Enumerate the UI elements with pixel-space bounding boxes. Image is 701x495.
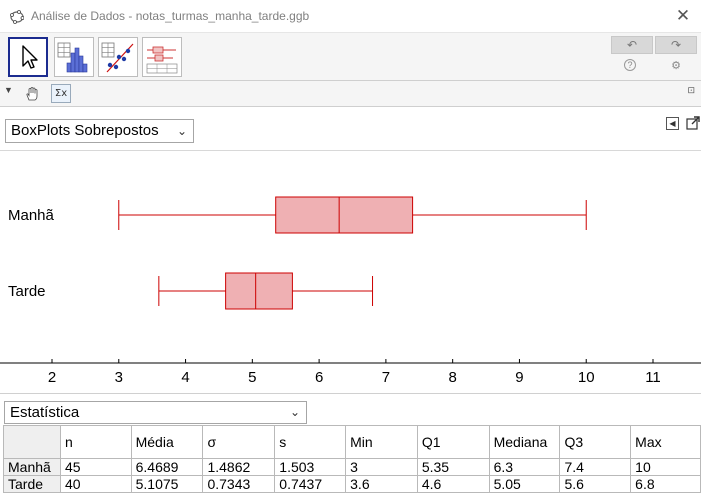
boxplot-chart: Manhã Tarde 2 3 4 5 6 7 8 9 10 11 bbox=[0, 196, 701, 386]
column-header: s bbox=[274, 425, 347, 459]
x-tick-label: 8 bbox=[448, 369, 456, 386]
table-corner bbox=[3, 425, 61, 459]
boxplot-tool-button[interactable] bbox=[142, 37, 182, 77]
scatter-plot-icon bbox=[101, 42, 134, 73]
collapse-panel-icon[interactable]: ◀ bbox=[666, 117, 679, 130]
series-label: Tarde bbox=[8, 283, 46, 300]
table-header-row: n Média σ s Min Q1 Mediana Q3 Max bbox=[3, 425, 701, 459]
title-bar: Análise de Dados - notas_turmas_manha_ta… bbox=[0, 0, 701, 33]
redo-button[interactable]: ↷ bbox=[655, 36, 697, 54]
x-tick-label: 9 bbox=[515, 369, 523, 386]
table-cell: 3 bbox=[345, 458, 418, 476]
x-tick-label: 11 bbox=[645, 369, 661, 386]
stats-header: Estatística ⌄ bbox=[0, 393, 701, 425]
table-cell: 10 bbox=[630, 458, 701, 476]
move-tool-button[interactable] bbox=[8, 37, 48, 77]
table-cell: 6.8 bbox=[630, 475, 701, 493]
help-icon[interactable]: ? bbox=[624, 59, 636, 71]
statistics-table: n Média σ s Min Q1 Mediana Q3 Max Manhã … bbox=[3, 425, 701, 493]
table-cell: 5.35 bbox=[416, 458, 490, 476]
table-cell: 7.4 bbox=[559, 458, 632, 476]
table-cell: 4.6 bbox=[416, 475, 490, 493]
x-tick-label: 6 bbox=[315, 369, 323, 386]
plot-header: BoxPlots Sobrepostos ⌄ ◀ bbox=[0, 107, 701, 151]
boxplot-icon bbox=[146, 46, 178, 74]
geogebra-icon bbox=[10, 10, 24, 24]
plot-type-select[interactable]: BoxPlots Sobrepostos ⌄ bbox=[5, 119, 194, 143]
table-row: Tarde 40 5.1075 0.7343 0.7437 3.6 4.6 5.… bbox=[3, 475, 701, 493]
chevron-down-icon: ⌄ bbox=[289, 405, 300, 419]
export-icon[interactable] bbox=[686, 116, 700, 130]
table-cell: 5.05 bbox=[488, 475, 561, 493]
stats-type-value: Estatística bbox=[10, 404, 80, 421]
table-cell: 0.7343 bbox=[202, 475, 276, 493]
series-label: Manhã bbox=[8, 207, 55, 224]
table-cell: 0.7437 bbox=[274, 475, 347, 493]
histogram-tool-button[interactable] bbox=[54, 37, 94, 77]
x-tick-label: 10 bbox=[578, 369, 595, 386]
row-header: Manhã bbox=[3, 458, 61, 476]
style-bar: ▼ Σx ⊡ bbox=[0, 81, 701, 107]
box bbox=[275, 196, 414, 234]
row-header: Tarde bbox=[3, 475, 61, 493]
table-cell: 3.6 bbox=[345, 475, 418, 493]
x-tick-label: 5 bbox=[248, 369, 256, 386]
column-header: Média bbox=[130, 425, 204, 459]
stats-type-select[interactable]: Estatística ⌄ bbox=[4, 401, 307, 424]
table-cell: 5.6 bbox=[559, 475, 632, 493]
plot-type-value: BoxPlots Sobrepostos bbox=[11, 122, 159, 139]
column-header: n bbox=[59, 425, 132, 459]
column-header: Q1 bbox=[416, 425, 490, 459]
window-title: Análise de Dados - notas_turmas_manha_ta… bbox=[31, 9, 310, 23]
column-header: Mediana bbox=[488, 425, 561, 459]
x-tick-label: 4 bbox=[181, 369, 189, 386]
x-tick-label: 3 bbox=[115, 369, 123, 386]
table-cell: 6.3 bbox=[488, 458, 561, 476]
panel-corner-icon[interactable]: ⊡ bbox=[687, 85, 695, 95]
column-header: Q3 bbox=[559, 425, 632, 459]
column-header: Max bbox=[630, 425, 701, 459]
toggle-stylebar-icon[interactable]: ▼ bbox=[4, 85, 13, 95]
toolbar: ↶ ↷ ? ⚙ bbox=[0, 33, 701, 81]
undo-button[interactable]: ↶ bbox=[611, 36, 653, 54]
table-cell: 45 bbox=[59, 458, 132, 476]
close-button[interactable]: ✕ bbox=[675, 6, 691, 25]
table-cell: 1.4862 bbox=[202, 458, 276, 476]
chevron-down-icon: ⌄ bbox=[176, 124, 187, 138]
box bbox=[225, 272, 293, 310]
table-cell: 5.1075 bbox=[130, 475, 204, 493]
scatter-tool-button[interactable] bbox=[98, 37, 138, 77]
arrow-cursor-icon bbox=[22, 45, 38, 69]
x-tick-label: 2 bbox=[48, 369, 56, 386]
hand-icon[interactable] bbox=[24, 86, 40, 102]
table-cell: 1.503 bbox=[274, 458, 347, 476]
boxplot-series[interactable]: Manhã bbox=[8, 196, 587, 234]
table-cell: 40 bbox=[59, 475, 132, 493]
statistics-toggle-button[interactable]: Σx bbox=[51, 84, 71, 103]
settings-icon[interactable]: ⚙ bbox=[671, 60, 681, 72]
column-header: σ bbox=[202, 425, 276, 459]
table-row: Manhã 45 6.4689 1.4862 1.503 3 5.35 6.3 … bbox=[3, 458, 701, 476]
histogram-icon bbox=[57, 42, 88, 73]
boxplot-series[interactable]: Tarde bbox=[8, 272, 374, 310]
column-header: Min bbox=[345, 425, 418, 459]
x-tick-label: 7 bbox=[382, 369, 390, 386]
table-cell: 6.4689 bbox=[130, 458, 204, 476]
